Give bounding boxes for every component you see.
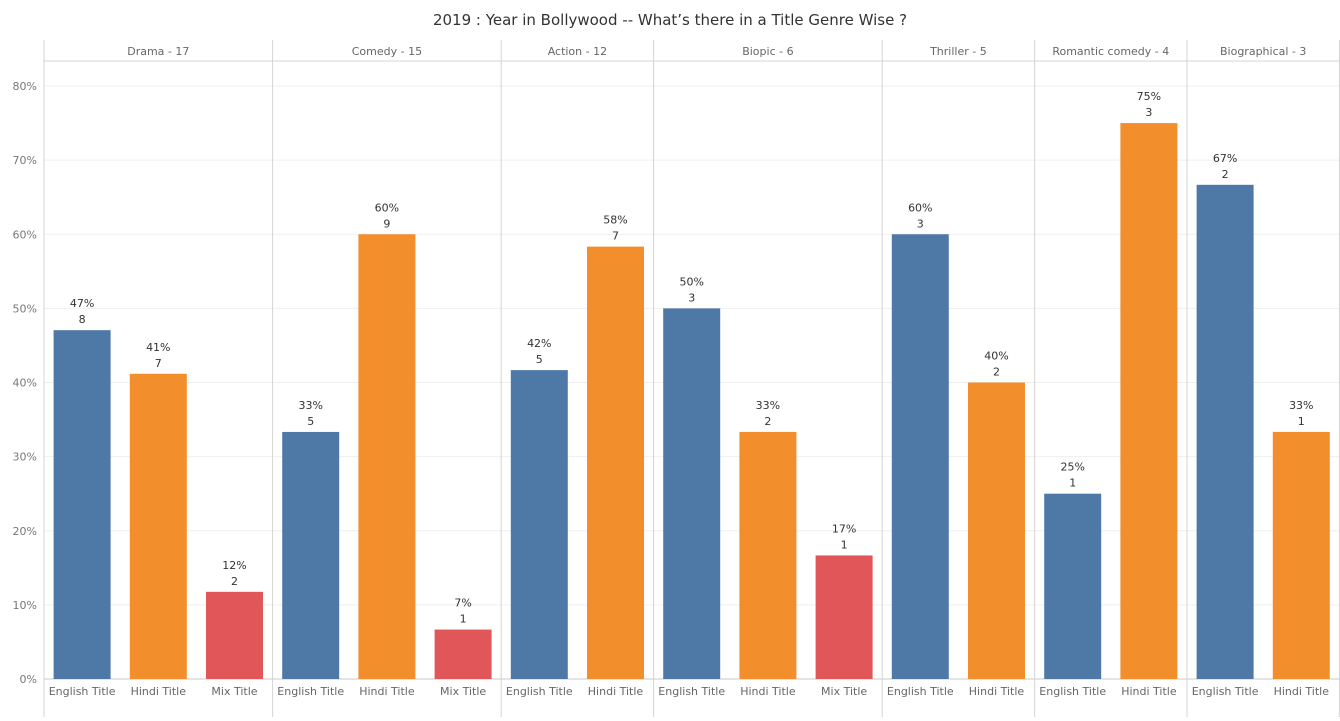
bar-count-label: 7 bbox=[612, 230, 619, 243]
bar-count-label: 9 bbox=[383, 217, 390, 230]
y-tick-label: 60% bbox=[13, 228, 37, 241]
panel-header: Action - 12 bbox=[548, 45, 607, 58]
y-tick-label: 80% bbox=[13, 80, 37, 93]
bar bbox=[1120, 123, 1178, 679]
bar-count-label: 1 bbox=[460, 613, 467, 626]
y-tick-label: 20% bbox=[13, 525, 37, 538]
bar-count-label: 2 bbox=[764, 415, 771, 428]
x-category-label: English Title bbox=[1192, 685, 1259, 698]
bar bbox=[739, 431, 797, 679]
x-category-label: Mix Title bbox=[440, 685, 486, 698]
bar bbox=[968, 382, 1025, 679]
x-category-label: Hindi Title bbox=[588, 685, 644, 698]
y-tick-label: 70% bbox=[13, 154, 37, 167]
bar bbox=[129, 373, 187, 679]
x-category-label: Hindi Title bbox=[969, 685, 1025, 698]
bar-percent-label: 41% bbox=[146, 341, 170, 354]
x-category-label: English Title bbox=[49, 685, 116, 698]
bar-count-label: 3 bbox=[917, 217, 924, 230]
x-category-label: English Title bbox=[1039, 685, 1106, 698]
x-category-label: Hindi Title bbox=[1121, 685, 1177, 698]
bar bbox=[358, 234, 416, 679]
bar-count-label: 1 bbox=[1069, 477, 1076, 490]
bar-percent-label: 25% bbox=[1060, 461, 1084, 474]
bar-percent-label: 47% bbox=[70, 297, 94, 310]
panel-header: Drama - 17 bbox=[127, 45, 189, 58]
bar-count-label: 7 bbox=[155, 357, 162, 370]
bar-count-label: 1 bbox=[1298, 415, 1305, 428]
bar bbox=[434, 629, 492, 679]
bar-count-label: 5 bbox=[307, 415, 314, 428]
panel-header: Biographical - 3 bbox=[1220, 45, 1306, 58]
x-category-label: Hindi Title bbox=[131, 685, 187, 698]
bar-count-label: 2 bbox=[231, 575, 238, 588]
bar-count-label: 2 bbox=[1222, 168, 1229, 181]
bar-count-label: 1 bbox=[841, 538, 848, 551]
bar-count-label: 2 bbox=[993, 366, 1000, 379]
bar-percent-label: 60% bbox=[375, 201, 399, 214]
y-tick-label: 10% bbox=[13, 599, 37, 612]
bar-percent-label: 40% bbox=[984, 350, 1008, 363]
bar-percent-label: 75% bbox=[1137, 90, 1161, 103]
x-category-label: English Title bbox=[277, 685, 344, 698]
bar-percent-label: 33% bbox=[1289, 399, 1313, 412]
bar-percent-label: 17% bbox=[832, 522, 856, 535]
bar-percent-label: 60% bbox=[908, 201, 932, 214]
bar-count-label: 3 bbox=[688, 291, 695, 304]
bar bbox=[510, 370, 568, 679]
bar-count-label: 5 bbox=[536, 353, 543, 366]
bar bbox=[53, 330, 111, 679]
y-tick-label: 50% bbox=[13, 302, 37, 315]
x-category-label: English Title bbox=[887, 685, 954, 698]
x-category-label: English Title bbox=[506, 685, 573, 698]
bar-percent-label: 7% bbox=[454, 597, 471, 610]
bar bbox=[206, 591, 263, 679]
bar-percent-label: 67% bbox=[1213, 152, 1237, 165]
bar bbox=[663, 308, 721, 679]
x-category-label: English Title bbox=[658, 685, 725, 698]
bar-percent-label: 50% bbox=[679, 275, 703, 288]
bar-percent-label: 42% bbox=[527, 337, 551, 350]
bar bbox=[587, 246, 644, 679]
bar-percent-label: 33% bbox=[756, 399, 780, 412]
x-category-label: Hindi Title bbox=[740, 685, 796, 698]
bar bbox=[282, 431, 340, 679]
bar bbox=[1196, 184, 1254, 679]
panel-header: Romantic comedy - 4 bbox=[1052, 45, 1169, 58]
bar-count-label: 3 bbox=[1145, 106, 1152, 119]
x-category-label: Hindi Title bbox=[359, 685, 415, 698]
bar-percent-label: 12% bbox=[222, 559, 246, 572]
bar bbox=[1272, 431, 1330, 679]
bar-percent-label: 33% bbox=[298, 399, 322, 412]
y-tick-label: 40% bbox=[13, 377, 37, 390]
bar bbox=[815, 555, 873, 679]
panel-header: Thriller - 5 bbox=[929, 45, 987, 58]
bar-count-label: 8 bbox=[79, 313, 86, 326]
x-category-label: Hindi Title bbox=[1274, 685, 1330, 698]
panel-header: Comedy - 15 bbox=[352, 45, 422, 58]
y-tick-label: 0% bbox=[20, 673, 37, 686]
bar-percent-label: 58% bbox=[603, 214, 627, 227]
bar bbox=[1044, 493, 1102, 679]
y-tick-label: 30% bbox=[13, 451, 37, 464]
x-category-label: Mix Title bbox=[821, 685, 867, 698]
bar bbox=[891, 234, 949, 679]
panel-header: Biopic - 6 bbox=[742, 45, 793, 58]
chart-title: 2019 : Year in Bollywood -- What’s there… bbox=[433, 11, 907, 29]
x-category-label: Mix Title bbox=[211, 685, 257, 698]
